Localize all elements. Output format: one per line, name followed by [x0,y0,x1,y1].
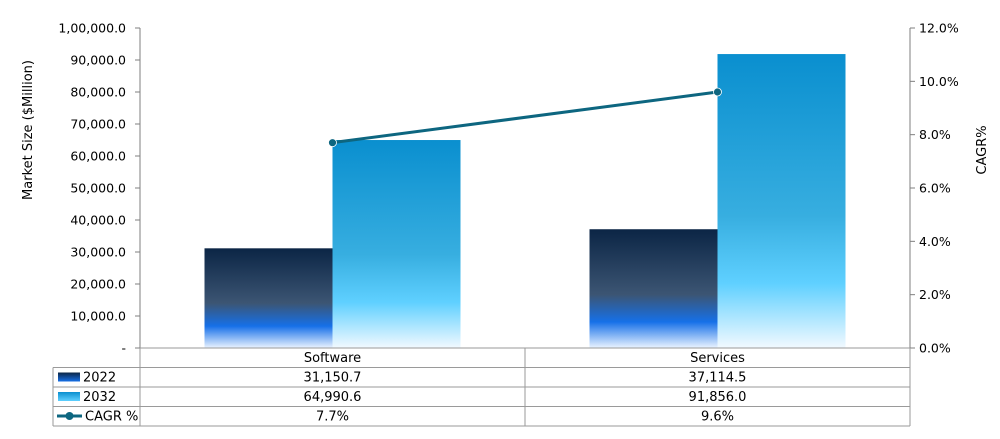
bar-2032-services [717,54,846,349]
cagr-point-software [328,138,337,148]
y-tick-label: 90,000.0 [70,53,126,68]
y2-tick-label: 12.0% [919,21,959,36]
y-tick-label: 30,000.0 [70,245,126,260]
bar-2022-software [204,248,333,348]
table-cell: 7.7% [316,410,349,425]
y2-tick-label: 4.0% [919,234,951,249]
y2-tick-label: 10.0% [919,74,959,89]
y-tick-label: 80,000.0 [70,85,126,100]
y-tick-label: 10,000.0 [70,309,126,324]
legend-label-2022: 2022 [83,371,116,386]
category-label-software: Software [304,351,361,366]
table-cell: 31,150.7 [304,371,362,386]
bars [204,54,846,349]
legend-marker-cagr [65,412,74,420]
bar-2032-software [332,140,461,348]
y-tick-label: 60,000.0 [70,149,126,164]
y-axis-title: Market Size ($Million) [21,60,36,200]
table-cell: 37,114.5 [689,371,747,386]
legend-label-cagr: CAGR % [85,410,138,425]
axes: - 10,000.0 20,000.0 30,000.0 40,000.0 50,000.… [58,21,958,356]
cagr-line [332,90,718,145]
table-cell: 9.6% [701,410,734,425]
y-tick-label: 40,000.0 [70,213,126,228]
cagr-line-layer [328,87,722,148]
y2-axis-title: CAGR% [975,125,990,174]
table-cell: 64,990.6 [304,390,362,405]
y-tick-label: 70,000.0 [70,117,126,132]
legend-swatch-2032 [58,392,80,401]
cagr-point-services [713,87,722,97]
legend-label-2032: 2032 [83,390,116,405]
y-tick-label: 20,000.0 [70,277,126,292]
category-label-services: Services [690,351,745,366]
table-cell: 91,856.0 [689,390,747,405]
y2-tick-label: 0.0% [919,341,951,356]
y-tick-label: - [121,341,126,356]
bar-2022-services [589,229,718,348]
y2-tick-label: 2.0% [919,287,951,302]
data-table: Software Services 2022 31,150.7 37,114.5 2032… [52,347,911,427]
y2-tick-label: 8.0% [919,127,951,142]
y-tick-label: 1,00,000.0 [58,21,126,36]
y2-tick-label: 6.0% [919,181,951,196]
y-tick-label: 50,000.0 [70,181,126,196]
legend-swatch-2022 [58,372,80,382]
